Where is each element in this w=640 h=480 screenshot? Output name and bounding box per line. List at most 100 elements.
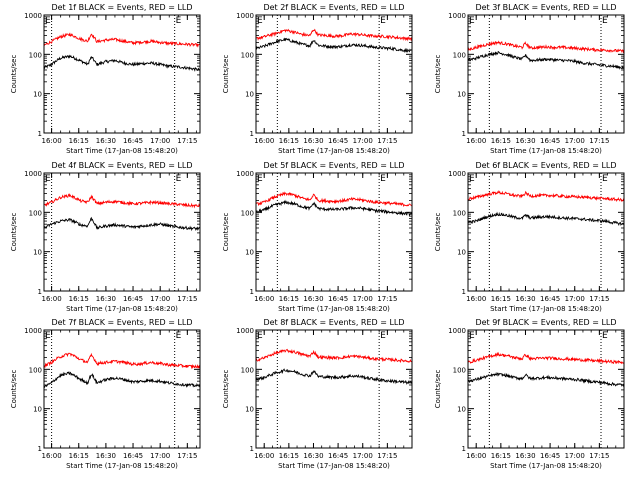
series-line-lld — [255, 28, 413, 42]
y-axis-label: Counts/sec — [10, 370, 18, 409]
x-tick-label: 17:15 — [589, 137, 609, 145]
y-tick-label: 1 — [250, 445, 254, 453]
panel-title: Det 7f BLACK = Events, RED = LLD — [51, 318, 192, 327]
y-tick-label: 1000 — [24, 12, 42, 20]
x-tick-label: 16:15 — [491, 452, 511, 460]
corner-letter-right: E — [176, 16, 182, 26]
panel-title: Det 3f BLACK = Events, RED = LLD — [475, 3, 616, 12]
x-tick-label: 16:45 — [123, 295, 143, 303]
y-tick-label: 100 — [29, 209, 42, 217]
y-tick-label: 100 — [453, 209, 466, 217]
series-line-events — [255, 368, 413, 385]
y-tick-label: 1000 — [236, 12, 254, 20]
plot-frame — [43, 14, 201, 134]
series-line-lld — [43, 193, 201, 209]
series-line-events — [467, 371, 625, 388]
y-axis-label: Counts/sec — [10, 55, 18, 94]
y-tick-label: 1 — [38, 288, 42, 296]
x-tick-label: 17:00 — [565, 295, 585, 303]
y-tick-label: 1 — [250, 288, 254, 296]
y-tick-label: 1000 — [24, 170, 42, 178]
y-tick-label: 1 — [38, 445, 42, 453]
plot-frame — [43, 329, 201, 449]
y-axis-label: Counts/sec — [434, 370, 442, 409]
series-line-lld — [255, 348, 413, 364]
corner-letter-right: E — [602, 174, 608, 184]
plot-frame — [43, 172, 201, 292]
x-axis-label: Start Time (17-Jan-08 15:48:20) — [490, 462, 602, 470]
x-tick-label: 17:00 — [150, 295, 170, 303]
x-tick-label: 16:30 — [515, 452, 535, 460]
y-tick-label: 1000 — [448, 170, 466, 178]
series-line-events — [43, 216, 201, 232]
x-axis-label: Start Time (17-Jan-08 15:48:20) — [490, 305, 602, 313]
corner-letter-right: E — [380, 331, 386, 341]
corner-letter-right: E — [380, 16, 386, 26]
series-line-events — [43, 371, 201, 389]
y-tick-label: 10 — [33, 406, 42, 414]
series-line-events — [467, 211, 625, 226]
x-axis-label: Start Time (17-Jan-08 15:48:20) — [278, 305, 390, 313]
y-tick-label: 100 — [29, 51, 42, 59]
plot-frame — [255, 172, 413, 292]
x-tick-label: 16:00 — [254, 295, 274, 303]
corner-letter-right: E — [176, 331, 182, 341]
x-tick-label: 16:30 — [515, 137, 535, 145]
x-tick-label: 16:45 — [540, 452, 560, 460]
y-axis-label: Counts/sec — [222, 55, 230, 94]
x-tick-label: 16:15 — [69, 452, 89, 460]
x-tick-label: 16:30 — [96, 137, 116, 145]
corner-letter-left: E — [257, 174, 263, 184]
x-tick-label: 16:15 — [491, 137, 511, 145]
x-axis-label: Start Time (17-Jan-08 15:48:20) — [278, 462, 390, 470]
corner-letter-left: E — [45, 331, 51, 341]
x-tick-label: 17:15 — [377, 137, 397, 145]
corner-letter-right: E — [380, 174, 386, 184]
panel-title: Det 8f BLACK = Events, RED = LLD — [263, 318, 404, 327]
x-tick-label: 16:30 — [515, 295, 535, 303]
panel-title: Det 1f BLACK = Events, RED = LLD — [51, 3, 192, 12]
panel-title: Det 9f BLACK = Events, RED = LLD — [475, 318, 616, 327]
x-axis-label: Start Time (17-Jan-08 15:48:20) — [66, 462, 178, 470]
x-tick-label: 16:30 — [303, 295, 323, 303]
corner-letter-left: E — [45, 16, 51, 26]
y-tick-label: 1000 — [448, 327, 466, 335]
x-tick-label: 17:15 — [177, 295, 197, 303]
series-line-lld — [467, 190, 625, 203]
x-tick-label: 16:15 — [69, 137, 89, 145]
corner-letter-left: E — [469, 16, 475, 26]
y-tick-label: 100 — [453, 366, 466, 374]
x-tick-label: 17:15 — [589, 295, 609, 303]
x-tick-label: 17:00 — [150, 137, 170, 145]
panel-title: Det 2f BLACK = Events, RED = LLD — [263, 3, 404, 12]
corner-letter-left: E — [45, 174, 51, 184]
y-tick-label: 100 — [453, 51, 466, 59]
x-axis-label: Start Time (17-Jan-08 15:48:20) — [278, 147, 390, 155]
plot-frame — [467, 14, 625, 134]
x-tick-label: 17:00 — [353, 452, 373, 460]
corner-letter-left: E — [257, 16, 263, 26]
plot-frame — [467, 172, 625, 292]
y-tick-label: 1 — [462, 130, 466, 138]
x-tick-label: 16:15 — [279, 452, 299, 460]
x-tick-label: 17:15 — [377, 452, 397, 460]
x-tick-label: 16:15 — [279, 137, 299, 145]
x-tick-label: 16:45 — [123, 137, 143, 145]
y-tick-label: 10 — [245, 406, 254, 414]
y-tick-label: 1000 — [448, 12, 466, 20]
y-tick-label: 10 — [457, 91, 466, 99]
x-tick-label: 16:30 — [96, 452, 116, 460]
x-tick-label: 16:00 — [466, 295, 486, 303]
series-line-events — [255, 199, 413, 217]
x-tick-label: 17:15 — [177, 137, 197, 145]
x-tick-label: 16:45 — [123, 452, 143, 460]
x-tick-label: 16:00 — [254, 137, 274, 145]
x-tick-label: 17:00 — [353, 295, 373, 303]
x-tick-label: 16:45 — [328, 452, 348, 460]
